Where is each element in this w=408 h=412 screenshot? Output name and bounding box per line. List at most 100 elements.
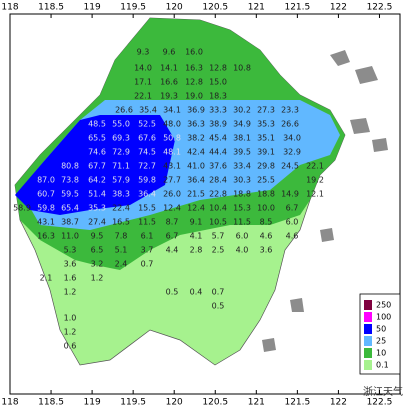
station-value: 3.2: [91, 260, 104, 269]
station-value: 35.4: [139, 106, 157, 115]
station-value: 38.2: [187, 134, 205, 143]
island: [355, 66, 378, 84]
station-value: 42.4: [187, 148, 205, 157]
station-value: 4.6: [286, 232, 299, 241]
x-tick-label: 118: [1, 3, 18, 13]
station-value: 59.5: [61, 190, 79, 199]
station-value: 34.9: [233, 120, 251, 129]
x-tick-label: 118.5: [38, 398, 64, 408]
station-value: 50.8: [163, 134, 181, 143]
island: [330, 50, 350, 66]
station-value: 9.6: [163, 48, 176, 57]
station-value: 59.8: [138, 176, 156, 185]
station-value: 6.0: [236, 232, 249, 241]
station-value: 27.4: [88, 218, 106, 227]
station-value: 1.0: [64, 314, 77, 323]
x-tick-label: 119: [84, 3, 101, 13]
station-value: 11.0: [61, 232, 79, 241]
station-value: 4.0: [236, 246, 249, 255]
station-value: 19.0: [185, 92, 203, 101]
legend-label: 10: [376, 349, 386, 358]
x-tick-label: 120.5: [202, 3, 228, 13]
x-tick-label: 119: [84, 398, 101, 408]
station-value: 67.6: [138, 134, 156, 143]
station-value: 14.9: [281, 190, 299, 199]
station-value: 3.7: [141, 246, 154, 255]
station-value: 36.9: [187, 106, 205, 115]
station-value: 6.1: [141, 232, 154, 241]
station-value: 9.5: [91, 232, 104, 241]
station-value: 10.5: [209, 218, 227, 227]
x-tick-label: 121: [248, 3, 265, 13]
station-value: 38.1: [233, 134, 251, 143]
x-tick-label: 118.5: [38, 3, 64, 13]
station-value: 33.4: [233, 162, 251, 171]
station-value: 10.8: [233, 64, 251, 73]
station-value: 65.4: [61, 204, 79, 213]
station-value: 26.6: [115, 106, 133, 115]
x-tick-label: 122.5: [367, 3, 393, 13]
station-value: 18.8: [233, 190, 251, 199]
station-value: 80.8: [61, 162, 79, 171]
station-value: 52.5: [138, 120, 156, 129]
station-value: 57.9: [112, 176, 130, 185]
station-value: 1.2: [64, 288, 77, 297]
legend-label: 50: [376, 325, 386, 334]
station-value: 74.6: [88, 148, 106, 157]
station-value: 60.7: [37, 190, 55, 199]
station-value: 74.5: [138, 148, 156, 157]
station-value: 12.1: [306, 190, 324, 199]
x-tick-label: 120.5: [202, 398, 228, 408]
station-value: 43.1: [37, 218, 55, 227]
station-value: 23.3: [281, 106, 299, 115]
station-value: 2.5: [212, 246, 225, 255]
island: [320, 228, 334, 242]
station-value: 15.5: [138, 204, 156, 213]
station-value: 15.3: [233, 204, 251, 213]
station-value: 19.2: [306, 176, 324, 185]
station-value: 48.0: [163, 120, 181, 129]
station-value: 21.5: [187, 190, 205, 199]
station-value: 38.3: [112, 190, 130, 199]
island: [262, 338, 276, 352]
station-value: 87.0: [37, 176, 55, 185]
station-value: 48.1: [163, 148, 181, 157]
station-value: 35.3: [88, 204, 106, 213]
station-value: 22.1: [134, 92, 152, 101]
station-value: 3.6: [64, 260, 77, 269]
station-value: 15.0: [209, 78, 227, 87]
station-value: 16.5: [112, 218, 130, 227]
station-value: 12.8: [185, 78, 203, 87]
station-value: 0.5: [212, 302, 225, 311]
station-value: 51.4: [88, 190, 106, 199]
station-value: 11.5: [138, 218, 156, 227]
station-value: 34.0: [283, 134, 301, 143]
station-value: 12.4: [163, 204, 181, 213]
station-value: 6.7: [286, 204, 299, 213]
legend-label: 250: [376, 301, 391, 310]
station-value: 6.5: [91, 246, 104, 255]
island: [372, 138, 388, 152]
station-value: 35.3: [257, 120, 275, 129]
station-value: 37.6: [209, 162, 227, 171]
station-value: 28.4: [209, 176, 227, 185]
station-value: 18.3: [209, 92, 227, 101]
legend-swatch: [364, 324, 372, 334]
legend-label: 0.1: [376, 361, 389, 370]
station-value: 9.3: [137, 48, 150, 57]
station-value: 34.1: [163, 106, 181, 115]
station-value: 26.6: [281, 120, 299, 129]
station-value: 17.1: [134, 78, 152, 87]
station-value: 39.5: [233, 148, 251, 157]
station-value: 1.2: [91, 274, 104, 283]
x-tick-label: 118: [1, 398, 18, 408]
station-value: 16.3: [37, 232, 55, 241]
station-value: 30.3: [233, 176, 251, 185]
station-value: 0.5: [166, 288, 179, 297]
station-value: 7.8: [115, 232, 128, 241]
island: [350, 118, 370, 134]
station-value: 0.4: [190, 288, 203, 297]
station-value: 48.5: [88, 120, 106, 129]
legend-swatch: [364, 348, 372, 358]
